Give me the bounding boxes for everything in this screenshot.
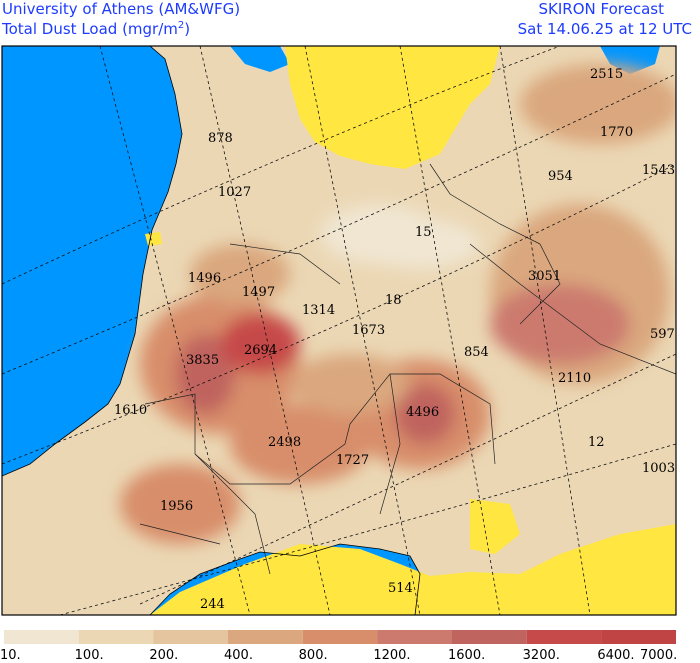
dust-value-label: 1543 <box>642 163 675 178</box>
dust-value-label: 854 <box>464 345 489 360</box>
legend-label: 6400. <box>597 648 635 663</box>
legend-label: 400. <box>224 648 253 663</box>
dust-value-label: 1496 <box>188 271 221 286</box>
legend-color-bin <box>78 630 154 644</box>
dust-value-label: 2515 <box>590 67 623 82</box>
caspian-sea <box>600 46 660 74</box>
legend-color-bin <box>377 630 452 644</box>
dust-plume <box>395 384 455 444</box>
legend-color-bin <box>452 630 527 644</box>
clean-air-east <box>470 499 520 554</box>
dust-plume <box>190 244 290 304</box>
dust-value-label: 1673 <box>352 323 385 338</box>
legend-label: 7000. <box>640 648 678 663</box>
legend-label: 10. <box>0 648 21 663</box>
legend-label: 3200. <box>522 648 560 663</box>
political-borders <box>139 163 676 575</box>
dust-value-label: 878 <box>208 131 233 146</box>
dust-value-label: 15 <box>415 225 432 240</box>
dust-value-label: 954 <box>548 169 573 184</box>
quantity-close: ) <box>184 20 191 38</box>
dust-value-label: 2110 <box>558 371 591 386</box>
dust-value-label: 1610 <box>114 403 147 418</box>
legend-color-bin <box>601 630 676 644</box>
legend-color-bin <box>4 630 79 644</box>
legend-label: 200. <box>149 648 179 663</box>
legend-color-bin <box>228 630 303 644</box>
map-frame <box>1 45 677 616</box>
dust-plume <box>520 64 676 144</box>
dust-plume <box>230 404 370 484</box>
legend-color-bin <box>302 630 378 644</box>
dust-value-label: 4496 <box>406 405 439 420</box>
dust-value-label: 244 <box>200 597 225 612</box>
clean-air-europe <box>285 46 500 169</box>
header-valid-time: Sat 14.06.25 at 12 UTC <box>517 20 692 38</box>
dust-plume <box>120 464 240 544</box>
dust-plume <box>490 284 630 364</box>
dust-value-label: 1770 <box>600 125 633 140</box>
quantity-unit-exponent: 2 <box>177 20 185 31</box>
color-legend: 10. 100. 200. 400. 800. 1200. 1600. 3200. 6400. 7… <box>0 628 700 663</box>
north-sea <box>230 46 290 72</box>
legend-color-bin <box>153 630 228 644</box>
header-org: University of Athens (AM&WFG) <box>2 0 241 18</box>
dust-value-label: 18 <box>385 293 402 308</box>
dust-value-label: 2498 <box>268 435 301 450</box>
legend-label: 1200. <box>373 648 411 663</box>
dust-plume <box>290 354 410 414</box>
dust-value-label: 597 <box>650 327 675 342</box>
dust-value-labels: 2515 1770 1543 954 878 1027 15 1496 1497 1314 18 30… <box>114 67 675 612</box>
dust-value-label: 1727 <box>336 453 369 468</box>
legend-label: 1600. <box>448 648 486 663</box>
clean-air-south <box>150 524 676 615</box>
legend-label: 100. <box>74 648 104 663</box>
dust-value-label: 12 <box>588 435 605 450</box>
legend-color-bin <box>526 630 602 644</box>
dust-plume <box>220 314 300 374</box>
legend-label: 800. <box>298 648 328 663</box>
clean-air-west <box>145 232 162 246</box>
dust-value-label: 1003 <box>642 461 675 476</box>
dust-value-label: 1314 <box>302 303 335 318</box>
dust-load-map: 2515 1770 1543 954 878 1027 15 1496 1497 1314 18 30… <box>0 44 700 617</box>
dust-value-label: 1497 <box>242 285 275 300</box>
dust-value-label: 1027 <box>218 185 251 200</box>
graticule <box>2 46 676 615</box>
atlantic-ocean <box>2 46 182 476</box>
dust-plume <box>360 219 480 269</box>
header-quantity: Total Dust Load (mgr/m2) <box>2 20 190 38</box>
dust-value-label: 2694 <box>244 343 277 358</box>
dust-value-label: 1956 <box>160 499 193 514</box>
dust-value-label: 514 <box>388 581 413 596</box>
header-product: SKIRON Forecast <box>538 0 664 18</box>
dust-value-label: 3835 <box>186 353 219 368</box>
dust-value-label: 3051 <box>528 269 561 284</box>
dust-plume <box>175 334 235 414</box>
quantity-label: Total Dust Load (mgr/m <box>2 20 178 38</box>
